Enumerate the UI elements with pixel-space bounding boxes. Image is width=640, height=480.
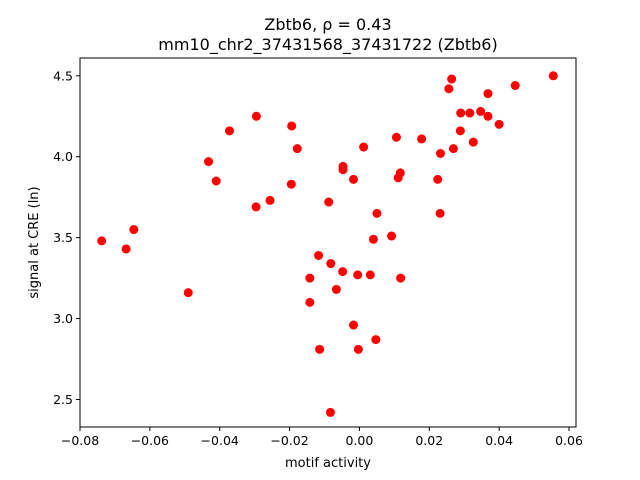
x-tick-label: 0.02 bbox=[415, 433, 443, 448]
plot-frame bbox=[79, 57, 577, 428]
x-tick-label: 0.00 bbox=[346, 433, 374, 448]
data-point-41 bbox=[435, 208, 445, 218]
data-point-16 bbox=[315, 344, 325, 354]
data-point-5 bbox=[211, 176, 221, 186]
data-point-40 bbox=[435, 148, 445, 158]
data-point-6 bbox=[225, 126, 234, 136]
data-point-39 bbox=[433, 174, 443, 184]
data-point-46 bbox=[455, 126, 465, 136]
data-point-18 bbox=[326, 259, 336, 269]
data-point-8 bbox=[251, 202, 261, 212]
data-point-0 bbox=[97, 236, 107, 246]
data-point-43 bbox=[447, 74, 457, 84]
data-point-1 bbox=[121, 244, 131, 254]
data-point-44 bbox=[448, 144, 458, 154]
data-point-19 bbox=[325, 407, 335, 417]
x-axis-ticks: −0.08 −0.06 −0.04 −0.02 0.00 0.02 0.04 0.06 bbox=[61, 427, 583, 448]
y-tick-label: 4.0 bbox=[53, 149, 73, 164]
data-point-30 bbox=[368, 234, 378, 244]
data-point-17 bbox=[324, 197, 334, 207]
x-tick-label: 0.06 bbox=[555, 433, 583, 448]
data-point-10 bbox=[287, 121, 297, 131]
data-point-4 bbox=[204, 157, 214, 167]
data-point-33 bbox=[387, 231, 397, 241]
data-point-29 bbox=[365, 270, 375, 280]
data-point-14 bbox=[305, 297, 315, 307]
data-point-28 bbox=[359, 142, 369, 152]
data-point-53 bbox=[510, 81, 520, 91]
y-axis-ticks: 2.5 3.0 3.5 4.0 4.5 bbox=[53, 68, 80, 407]
x-tick-label: −0.06 bbox=[131, 433, 169, 448]
data-point-38 bbox=[417, 134, 427, 144]
y-tick-label: 3.0 bbox=[53, 311, 73, 326]
chart-title-line1: Zbtb6, ρ = 0.43 bbox=[264, 15, 391, 34]
data-point-37 bbox=[396, 273, 406, 283]
x-tick-label: −0.04 bbox=[201, 433, 239, 448]
data-point-22 bbox=[338, 165, 348, 175]
data-point-25 bbox=[349, 320, 358, 330]
x-axis-label: motif activity bbox=[285, 456, 371, 471]
data-point-27 bbox=[353, 344, 363, 354]
data-point-34 bbox=[391, 132, 401, 142]
y-tick-label: 4.5 bbox=[53, 68, 73, 83]
data-point-9 bbox=[265, 195, 275, 205]
data-point-23 bbox=[338, 267, 348, 277]
data-point-51 bbox=[483, 111, 493, 121]
x-tick-label: −0.02 bbox=[270, 433, 308, 448]
data-point-13 bbox=[305, 273, 315, 283]
chart-title-line2: mm10_chr2_37431568_37431722 (Zbtb6) bbox=[158, 35, 497, 55]
data-point-15 bbox=[314, 250, 324, 260]
data-point-45 bbox=[456, 108, 466, 118]
data-point-52 bbox=[494, 119, 504, 129]
data-point-20 bbox=[331, 284, 341, 294]
data-point-26 bbox=[353, 270, 363, 280]
data-point-42 bbox=[444, 84, 454, 94]
data-point-12 bbox=[292, 144, 302, 154]
x-tick-label: −0.08 bbox=[61, 433, 99, 448]
data-point-32 bbox=[371, 335, 381, 345]
data-point-3 bbox=[183, 288, 193, 298]
data-point-54 bbox=[548, 71, 558, 81]
data-point-49 bbox=[476, 106, 486, 116]
data-point-11 bbox=[286, 179, 296, 189]
data-point-31 bbox=[372, 208, 382, 218]
y-tick-label: 2.5 bbox=[53, 392, 73, 407]
data-point-7 bbox=[251, 111, 261, 121]
points-layer bbox=[97, 71, 558, 417]
data-point-2 bbox=[129, 225, 139, 235]
y-tick-label: 3.5 bbox=[53, 230, 73, 245]
data-point-24 bbox=[349, 174, 358, 184]
data-point-47 bbox=[465, 108, 475, 118]
data-point-36 bbox=[395, 168, 405, 178]
x-tick-label: 0.04 bbox=[485, 433, 513, 448]
data-point-48 bbox=[468, 137, 478, 147]
y-axis-label: signal at CRE (ln) bbox=[27, 186, 42, 298]
data-point-50 bbox=[483, 89, 493, 99]
